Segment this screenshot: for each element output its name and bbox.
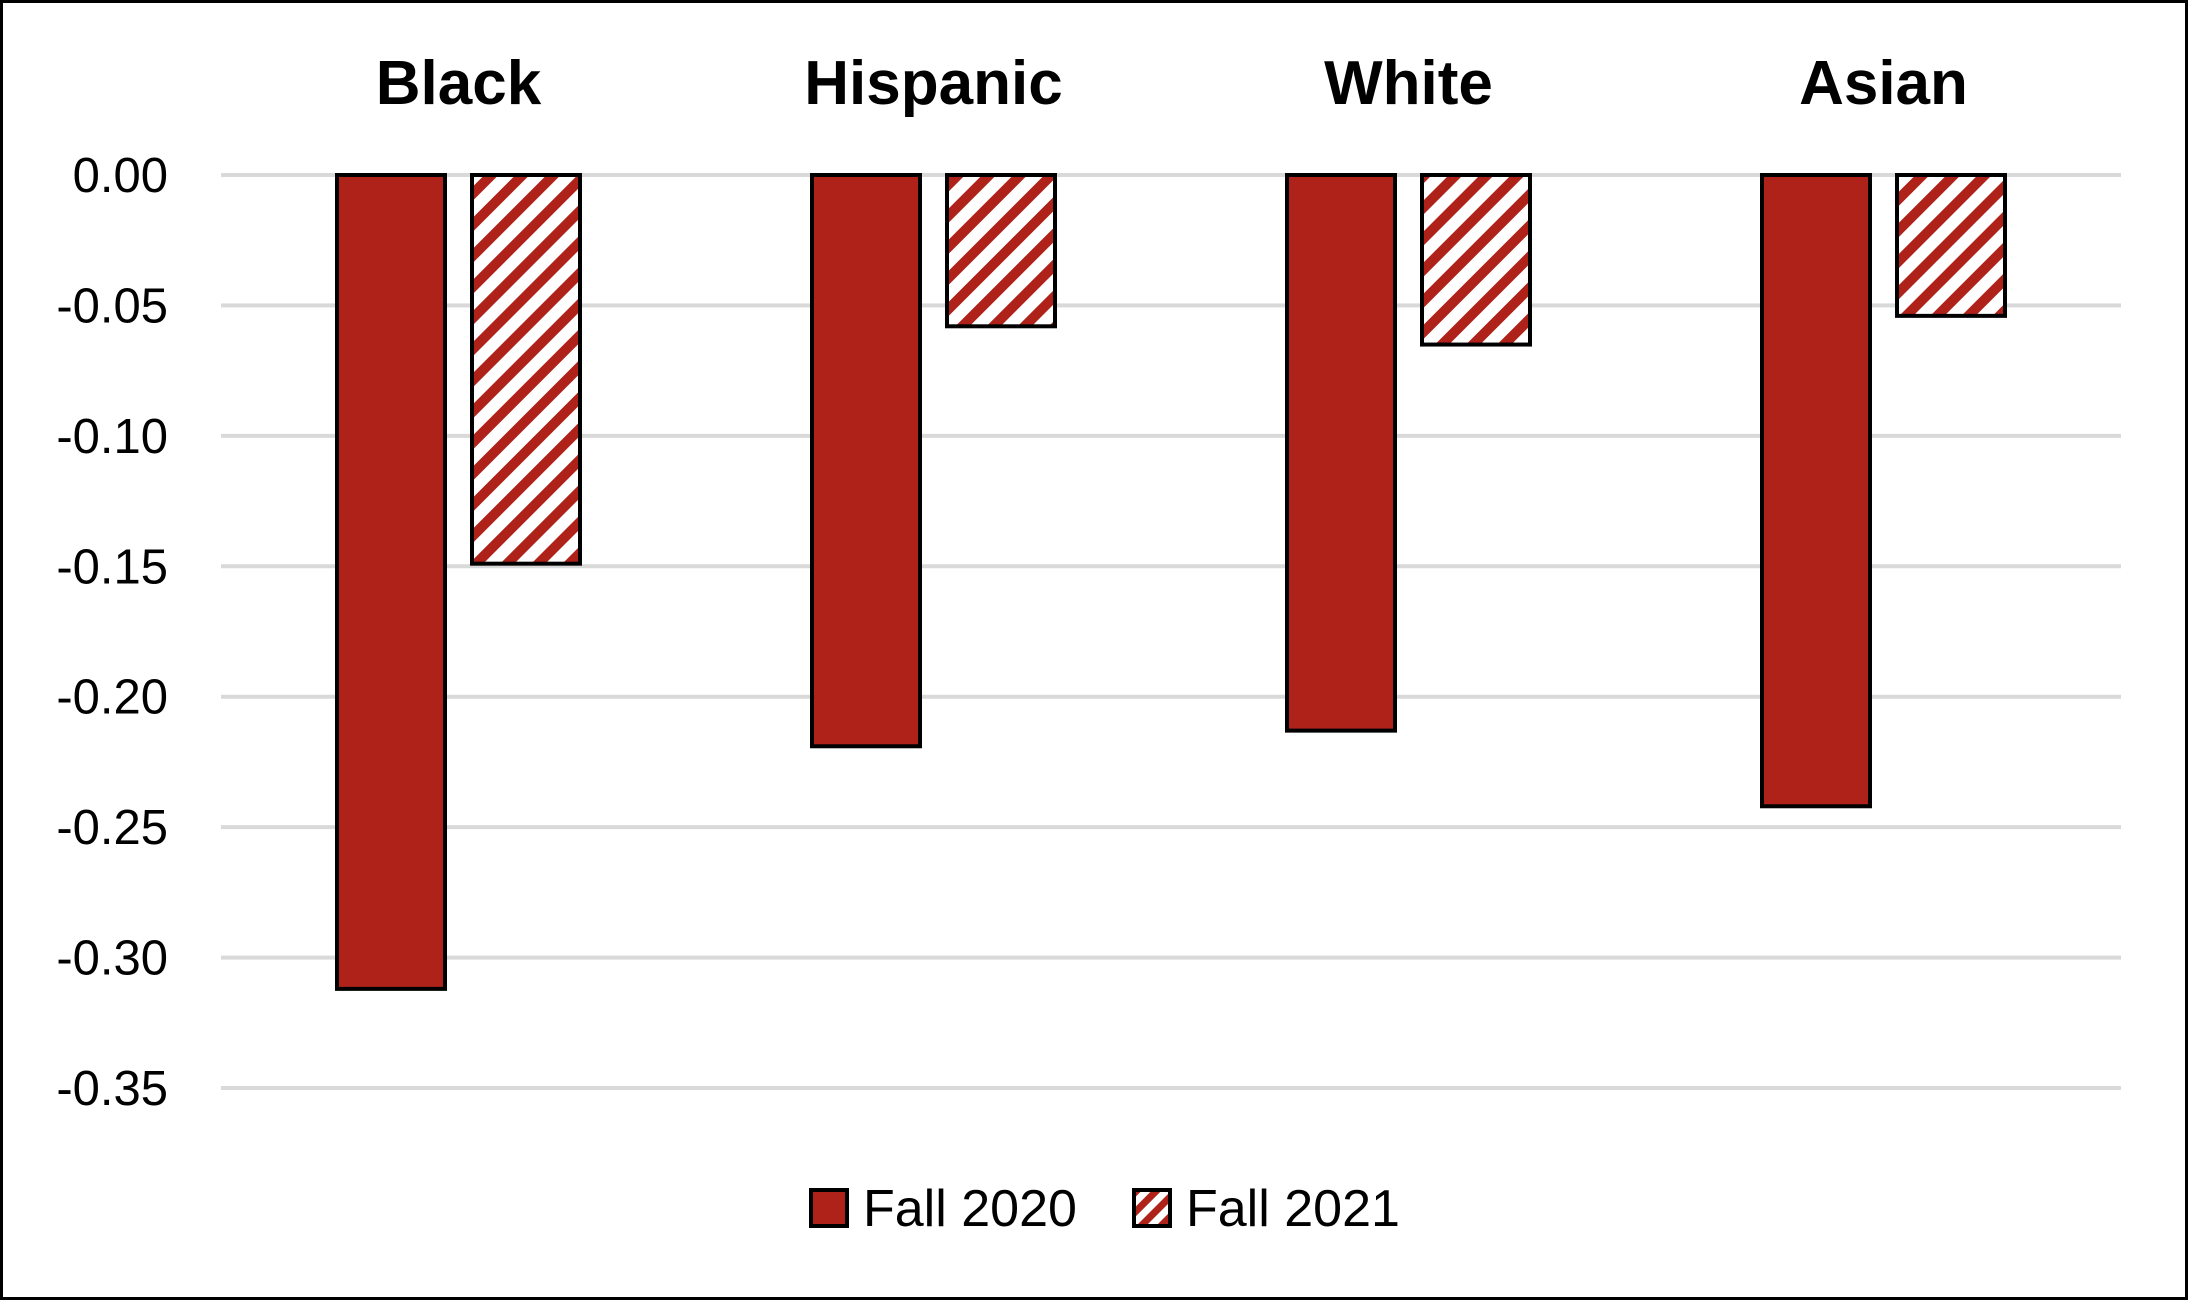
bar-fall-2021-black <box>470 173 582 566</box>
y-tick-label: -0.25 <box>56 801 168 855</box>
category-labels: Black Hispanic White Asian <box>376 49 1968 118</box>
legend-swatch-fall-2020 <box>809 1188 849 1228</box>
bar-fall-2020-hispanic <box>810 173 922 749</box>
category-label-black: Black <box>376 49 542 118</box>
bar-fall-2020-black <box>335 173 447 991</box>
legend-swatch-fall-2021 <box>1132 1188 1172 1228</box>
y-tick-label: -0.30 <box>56 932 168 986</box>
y-tick-label: -0.35 <box>56 1062 168 1116</box>
legend-label-fall-2021: Fall 2021 <box>1186 1180 1400 1238</box>
category-label-white: White <box>1324 49 1493 118</box>
category-label-asian: Asian <box>1799 49 1968 118</box>
legend-label-fall-2020: Fall 2020 <box>863 1180 1077 1238</box>
bar-fall-2020-white <box>1285 173 1397 733</box>
y-tick-label: -0.10 <box>56 410 168 464</box>
bar-fall-2021-white <box>1420 173 1532 347</box>
bars <box>335 173 2007 991</box>
bar-fall-2021-hispanic <box>945 173 1057 329</box>
bar-fall-2020-asian <box>1760 173 1872 809</box>
category-label-hispanic: Hispanic <box>804 49 1062 118</box>
y-tick-label: 0.00 <box>73 149 168 203</box>
y-tick-label: -0.20 <box>56 671 168 725</box>
y-tick-label: -0.05 <box>56 279 168 333</box>
y-axis-tick-labels: 0.00 -0.05 -0.10 -0.15 -0.20 -0.25 -0.30 -0.35 <box>56 149 168 1116</box>
y-tick-label: -0.15 <box>56 540 168 594</box>
legend: Fall 2020 Fall 2021 <box>809 1180 1400 1238</box>
bar-chart: 0.00-0.05-0.10-0.15-0.20-0.25-0.30-0.35 … <box>56 49 2121 1238</box>
bar-fall-2021-asian <box>1895 173 2007 318</box>
